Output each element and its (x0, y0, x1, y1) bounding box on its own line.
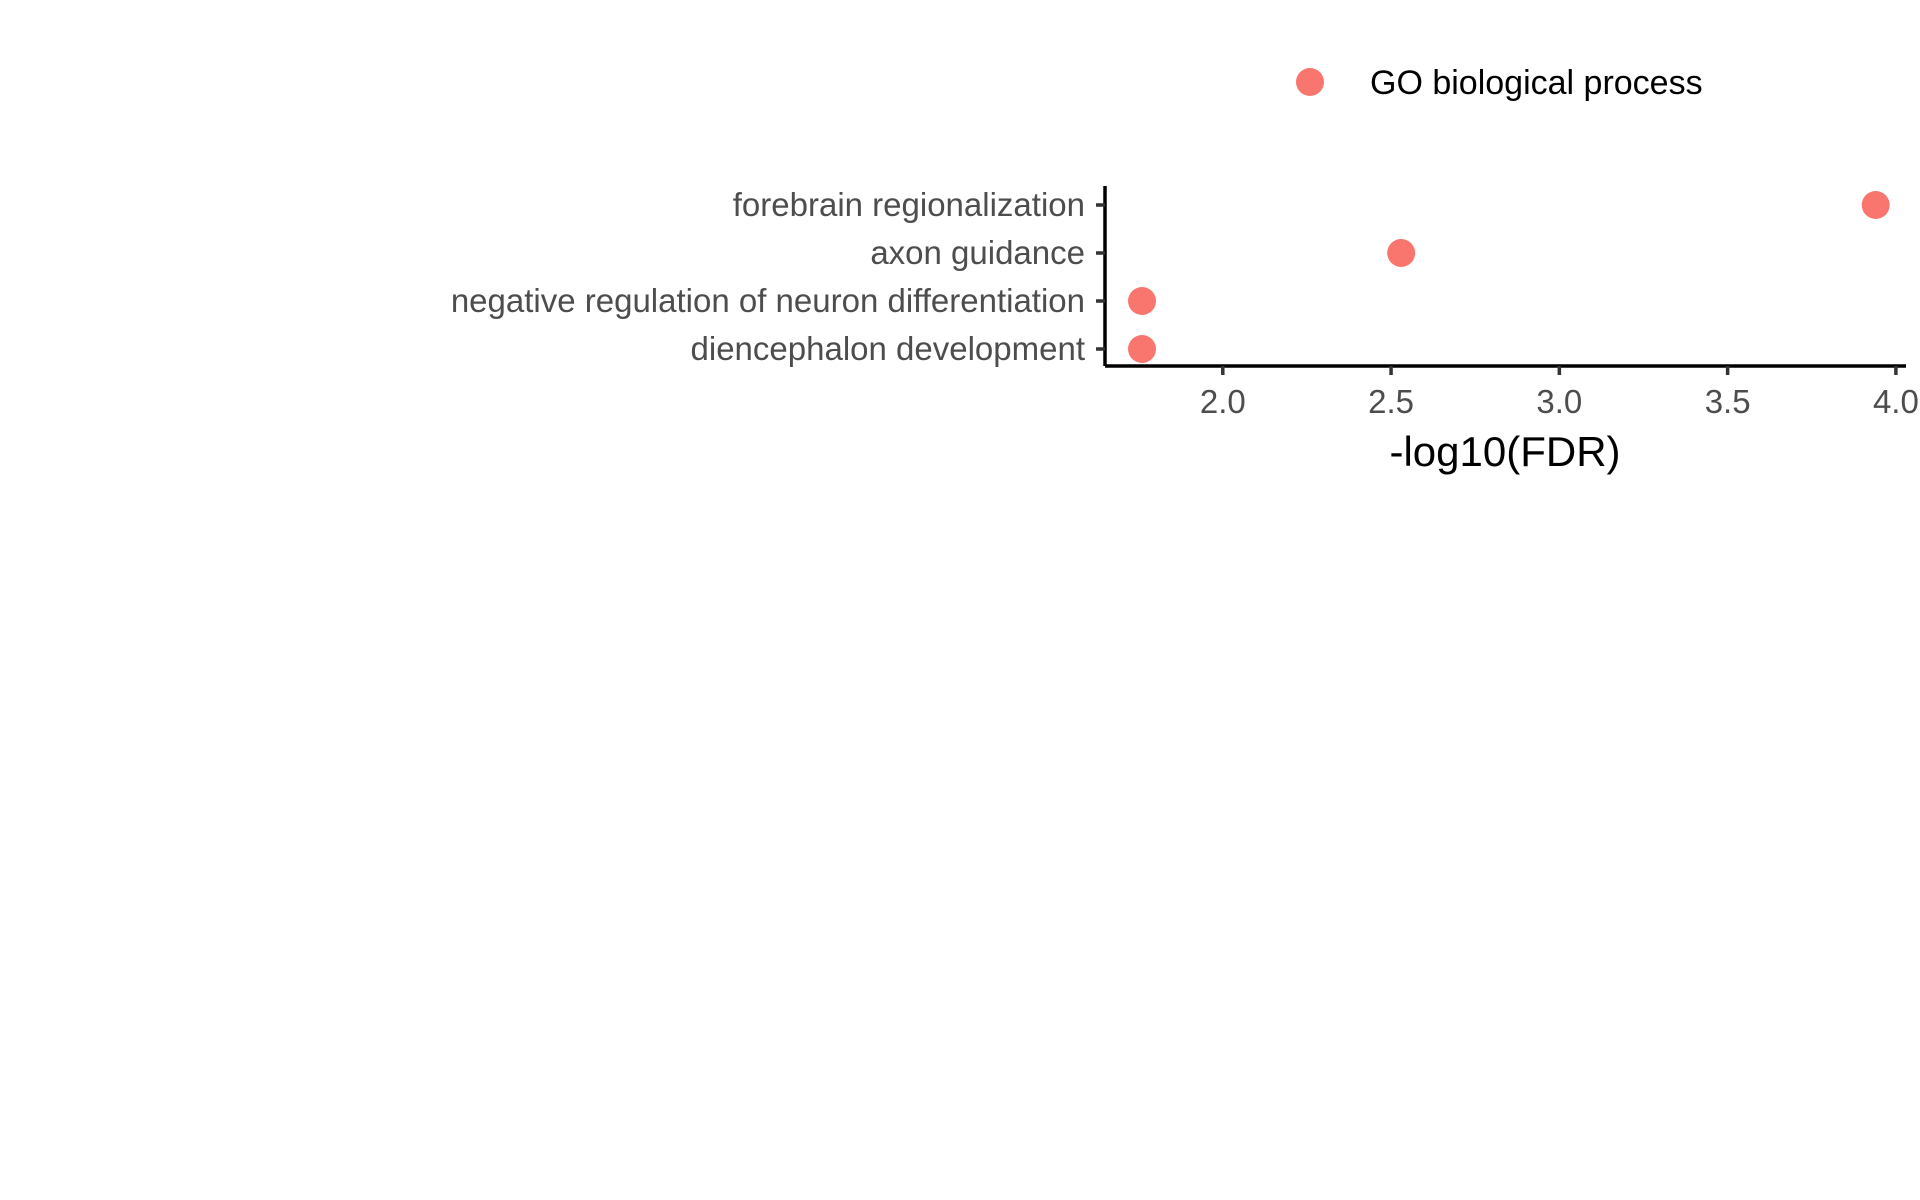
x-tick-label: 3.5 (1705, 383, 1751, 420)
y-tick-label: negative regulation of neuron differenti… (451, 282, 1085, 319)
data-point (1861, 191, 1890, 219)
x-axis-tick-labels: 2.0 2.5 3.0 3.5 4.0 (1200, 383, 1919, 420)
x-tick-label: 3.0 (1536, 383, 1582, 420)
legend: GO biological process (1296, 64, 1703, 102)
y-tick-label: forebrain regionalization (733, 186, 1085, 223)
y-axis-labels: forebrain regionalization axon guidance ne… (451, 186, 1085, 367)
y-tick-label: diencephalon development (691, 330, 1085, 367)
x-axis (1105, 364, 1906, 375)
x-axis-title: -log10(FDR) (1389, 428, 1620, 475)
data-points (1128, 191, 1890, 363)
y-axis (1096, 186, 1107, 366)
x-tick-label: 2.5 (1368, 383, 1414, 420)
data-point (1128, 287, 1157, 315)
data-point (1128, 335, 1157, 363)
x-tick-label: 2.0 (1200, 383, 1246, 420)
data-point (1387, 239, 1416, 267)
y-tick-label: axon guidance (870, 234, 1085, 271)
legend-key-go-biological-process (1296, 68, 1324, 96)
x-tick-label: 4.0 (1873, 383, 1919, 420)
legend-label-go-biological-process: GO biological process (1370, 64, 1703, 102)
